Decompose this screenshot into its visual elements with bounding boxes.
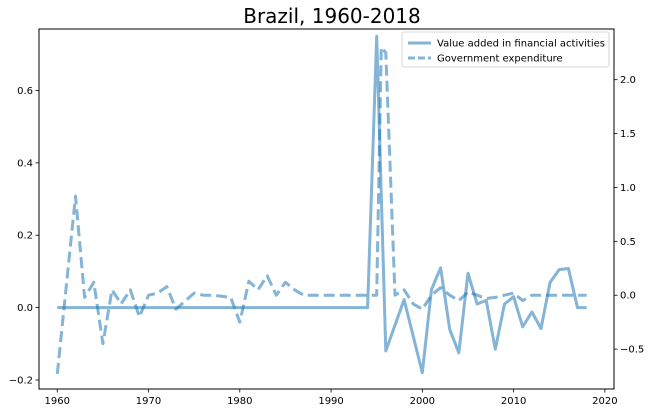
- y-right-tick-label: 1.5: [620, 129, 636, 140]
- y-right-tick-label: −0.5: [620, 345, 644, 356]
- series-lines: [55, 34, 587, 375]
- y-right-tick-label: 1.0: [620, 183, 636, 194]
- x-tick-label: 2020: [592, 396, 617, 407]
- chart-title: Brazil, 1960-2018: [243, 4, 421, 28]
- x-tick-label: 1980: [227, 396, 252, 407]
- x-tick-label: 1990: [318, 396, 343, 407]
- legend-label-financial: Value added in financial activities: [437, 39, 605, 50]
- y-right-tick-label: 0.0: [620, 291, 636, 302]
- axes: 1960 1970 1980 1990 2000 2010 2020 −0.2 0.0 0.2 0.…: [9, 75, 645, 407]
- x-tick-label: 1960: [45, 396, 70, 407]
- series-line-government: [55, 45, 587, 375]
- x-tick-label: 2010: [501, 396, 526, 407]
- y-left-tick-label: 0.2: [17, 231, 33, 242]
- y-left-tick-label: 0.6: [17, 86, 33, 97]
- y-right-tick-label: 2.0: [620, 75, 636, 86]
- y-left-tick-label: 0.0: [17, 303, 33, 314]
- y-right-tick-label: 0.5: [620, 237, 636, 248]
- x-tick-label: 2000: [410, 396, 435, 407]
- y-left-tick-label: −0.2: [9, 375, 33, 386]
- y-left-tick-label: 0.4: [17, 158, 33, 169]
- legend-box: [401, 31, 610, 68]
- series-line-financial: [57, 34, 587, 375]
- x-tick-label: 1970: [136, 396, 161, 407]
- legend: Value added in financial activities Gove…: [401, 31, 610, 68]
- plot-frame: [38, 28, 615, 390]
- legend-label-government: Government expenditure: [437, 54, 563, 65]
